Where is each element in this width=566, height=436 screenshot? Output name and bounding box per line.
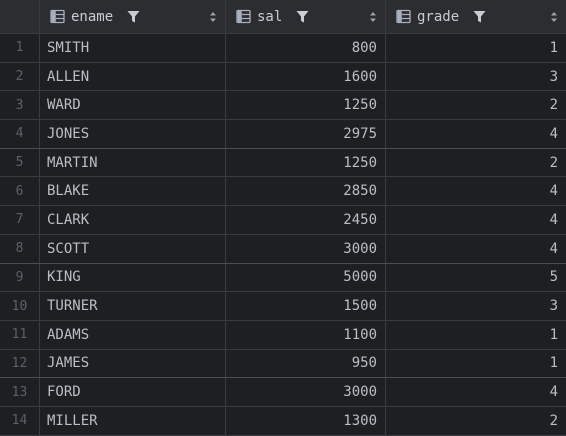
cell-sal[interactable]: 2975: [226, 120, 386, 148]
grid-body: 1 SMITH 800 1 2 ALLEN 1600 3 3 WARD 1250…: [0, 34, 566, 436]
cell-ename[interactable]: MARTIN: [40, 148, 226, 177]
cell-grade[interactable]: 2: [549, 97, 558, 114]
table-row[interactable]: 2 ALLEN 1600 3: [0, 62, 566, 92]
cell-grade[interactable]: 2: [549, 154, 558, 171]
cell-grade[interactable]: 5: [549, 269, 558, 286]
table-column-icon: [396, 9, 411, 24]
filter-icon[interactable]: [296, 10, 309, 24]
column-header-ename[interactable]: ename: [40, 0, 226, 33]
cell-ename[interactable]: SMITH: [40, 34, 226, 62]
cell-sal[interactable]: 1300: [226, 406, 386, 435]
cell-ename[interactable]: BLAKE: [40, 177, 226, 206]
row-number: 6: [0, 177, 40, 206]
cell-grade[interactable]: 1: [549, 326, 558, 343]
row-number-header: [0, 0, 40, 33]
cell-sal[interactable]: 2850: [226, 177, 386, 206]
table-row[interactable]: 11 ADAMS 1100 1: [0, 320, 566, 350]
grid-header: ename sal: [0, 0, 566, 34]
row-number: 12: [0, 349, 40, 378]
cell-ename[interactable]: KING: [40, 263, 226, 292]
cell-sal[interactable]: 3000: [226, 378, 386, 406]
filter-icon[interactable]: [127, 10, 140, 24]
table-row[interactable]: 4 JONES 2975 4: [0, 120, 566, 149]
column-header-label: ename: [71, 8, 114, 25]
row-number: 7: [0, 206, 40, 234]
cell-sal[interactable]: 1250: [226, 148, 386, 177]
sort-icon[interactable]: [209, 11, 217, 23]
cell-grade[interactable]: 1: [549, 39, 558, 56]
table-row[interactable]: 10 TURNER 1500 3: [0, 292, 566, 321]
cell-ename[interactable]: ADAMS: [40, 320, 226, 349]
column-header-label: grade: [417, 8, 460, 25]
row-number: 10: [0, 292, 40, 320]
cell-ename[interactable]: JAMES: [40, 349, 226, 378]
column-header-sal[interactable]: sal: [226, 0, 386, 33]
sort-icon[interactable]: [369, 11, 377, 23]
column-header-grade[interactable]: grade: [386, 0, 566, 33]
cell-ename[interactable]: ALLEN: [40, 62, 226, 91]
table-row[interactable]: 1 SMITH 800 1: [0, 34, 566, 63]
cell-grade[interactable]: 1: [549, 355, 558, 372]
table-row[interactable]: 12 JAMES 950 1: [0, 349, 566, 379]
row-number: 11: [0, 320, 40, 349]
cell-sal[interactable]: 1500: [226, 292, 386, 320]
cell-grade[interactable]: 2: [549, 412, 558, 429]
cell-grade[interactable]: 3: [549, 68, 558, 85]
row-number: 1: [0, 34, 40, 62]
cell-sal[interactable]: 2450: [226, 206, 386, 234]
cell-ename[interactable]: WARD: [40, 91, 226, 120]
cell-sal[interactable]: 5000: [226, 263, 386, 292]
table-row[interactable]: 8 SCOTT 3000 4: [0, 234, 566, 264]
table-row[interactable]: 7 CLARK 2450 4: [0, 206, 566, 235]
row-number: 14: [0, 406, 40, 435]
cell-ename[interactable]: TURNER: [40, 292, 226, 320]
cell-sal[interactable]: 1100: [226, 320, 386, 349]
cell-grade[interactable]: 4: [549, 384, 558, 401]
column-header-label: sal: [257, 8, 283, 25]
row-number: 2: [0, 62, 40, 91]
row-number: 9: [0, 263, 40, 292]
cell-grade[interactable]: 4: [549, 211, 558, 228]
cell-ename[interactable]: FORD: [40, 378, 226, 406]
cell-grade[interactable]: 4: [549, 240, 558, 257]
table-row[interactable]: 13 FORD 3000 4: [0, 378, 566, 407]
row-number: 4: [0, 120, 40, 148]
table-row[interactable]: 5 MARTIN 1250 2: [0, 148, 566, 178]
row-number: 5: [0, 148, 40, 177]
row-number: 13: [0, 378, 40, 406]
table-column-icon: [50, 9, 65, 24]
table-row[interactable]: 6 BLAKE 2850 4: [0, 177, 566, 207]
cell-ename[interactable]: CLARK: [40, 206, 226, 234]
table-row[interactable]: 3 WARD 1250 2: [0, 91, 566, 121]
cell-grade[interactable]: 4: [549, 183, 558, 200]
cell-sal[interactable]: 1250: [226, 91, 386, 120]
cell-sal[interactable]: 1600: [226, 62, 386, 91]
table-column-icon: [236, 9, 251, 24]
row-number: 3: [0, 91, 40, 120]
cell-grade[interactable]: 3: [549, 298, 558, 315]
cell-sal[interactable]: 950: [226, 349, 386, 378]
cell-ename[interactable]: SCOTT: [40, 234, 226, 263]
table-row[interactable]: 9 KING 5000 5: [0, 263, 566, 293]
filter-icon[interactable]: [473, 10, 486, 24]
cell-grade[interactable]: 4: [549, 125, 558, 142]
cell-ename[interactable]: MILLER: [40, 406, 226, 435]
row-number: 8: [0, 234, 40, 263]
table-row[interactable]: 14 MILLER 1300 2: [0, 406, 566, 436]
cell-sal[interactable]: 3000: [226, 234, 386, 263]
cell-sal[interactable]: 800: [226, 34, 386, 62]
sort-icon[interactable]: [550, 11, 558, 23]
cell-ename[interactable]: JONES: [40, 120, 226, 148]
